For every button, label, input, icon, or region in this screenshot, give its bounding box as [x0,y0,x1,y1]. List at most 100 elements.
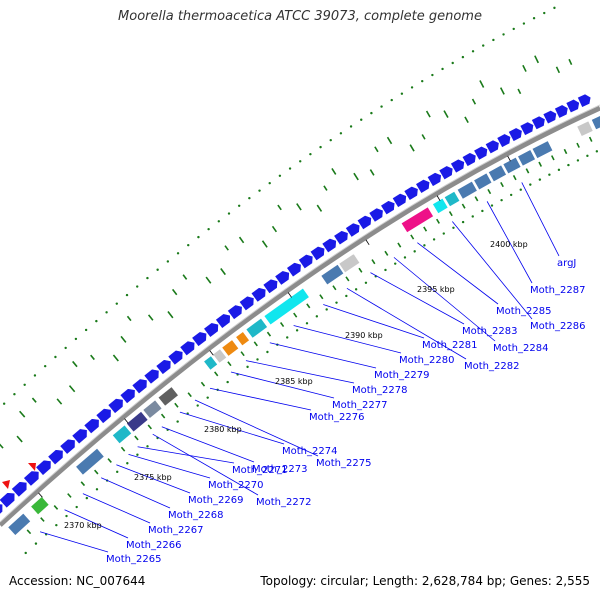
gc-tick [464,116,469,124]
gc-dot [206,396,209,399]
scale-tick [287,292,292,298]
gc-dot [43,364,47,368]
gc-dot [288,167,292,170]
gene-feature [215,313,231,329]
gc-dot [595,150,599,153]
scale-tick [209,350,214,356]
gc-dot [266,350,269,354]
gc-dot [410,86,414,89]
gc-dots-layer [2,6,599,555]
gene-feature [531,140,554,159]
gene-label: Moth_2272 [256,497,311,508]
gc-tick [353,172,359,181]
gc-dot [509,193,513,197]
gc-dot [481,209,484,213]
gc-dot [309,152,312,156]
gc-dot [207,227,210,231]
gc-tick [306,303,311,309]
gc-tick [205,276,212,284]
gc-tick [525,168,530,174]
gc-dot [95,488,99,491]
gene-feature [0,492,16,509]
gene-feature [484,139,500,155]
scale-label: 2400 kbp [490,240,528,249]
gene-feature [262,278,278,295]
gene-label-leader [293,325,402,354]
gene-feature [126,410,149,433]
gc-tick [568,58,573,65]
gene-feature [47,449,64,466]
gc-tick [461,203,466,209]
label-leaders-layer [39,182,560,553]
gc-dot [502,33,505,36]
gc-dot [451,61,454,65]
gc-tick [0,443,4,449]
gc-dot [286,336,289,339]
gc-dot [136,453,139,456]
gc-dot [258,189,261,192]
gene-label: argJ [557,258,576,269]
red-marker-icon [28,463,36,471]
gene-feature [0,503,3,515]
gc-dot [432,238,436,241]
gc-tick [448,211,453,217]
gene-feature [391,193,407,208]
gc-dot [105,311,108,314]
gc-dot [125,293,129,297]
gene-label-leader [116,464,191,494]
gc-dot [529,183,532,186]
gene-feature [95,408,112,424]
gc-dot [74,337,78,341]
gene-feature [432,197,449,214]
gene-feature [59,438,76,455]
reverse-genes-layer [7,115,600,536]
gene-feature [167,349,184,366]
gene-feature [75,447,105,476]
gene-label: Moth_2268 [168,510,223,521]
gc-tick [72,360,78,368]
gene-label-leader [152,433,259,496]
gc-dot [329,138,332,142]
gc-tick [147,424,152,430]
gene-label: Moth_2271 [232,465,287,476]
gene-feature [473,172,493,191]
scale-tick [507,155,511,162]
gc-dot [13,392,16,396]
gc-tick [345,276,350,282]
gc-tick [386,136,393,145]
gc-tick [120,446,126,452]
gc-ticks-layer [0,55,593,535]
gc-tick [563,148,568,155]
scale-label: 2370 kbp [64,521,102,530]
gc-tick [126,315,132,322]
gene-label-leader [417,242,499,305]
gc-tick [443,110,449,118]
gc-dot [136,285,139,288]
gc-dot [248,196,251,200]
gene-label: Moth_2278 [352,385,407,396]
gene-feature [320,263,345,286]
gc-dot [400,92,404,95]
gc-dot [442,232,445,235]
gc-dot [75,505,78,509]
gc-dot [413,250,416,253]
gc-dot [237,204,241,208]
gc-tick [182,274,188,280]
gc-tick [512,175,517,181]
gene-feature [245,317,268,339]
gc-dot [492,38,495,42]
gene-label-leader [161,426,255,463]
gene-feature [400,206,434,233]
gc-tick [238,236,245,244]
gene-feature [577,93,592,108]
gene-label: Moth_2285 [496,306,551,317]
accession-text: Accession: NC_007644 [9,574,146,588]
gc-dot [339,132,343,135]
gc-dot [295,329,299,332]
gc-tick [56,398,63,405]
gc-tick [16,435,23,443]
gc-tick [374,146,379,153]
gene-label-leader [393,257,496,342]
gc-dot [319,145,322,149]
gc-dot [543,11,546,15]
